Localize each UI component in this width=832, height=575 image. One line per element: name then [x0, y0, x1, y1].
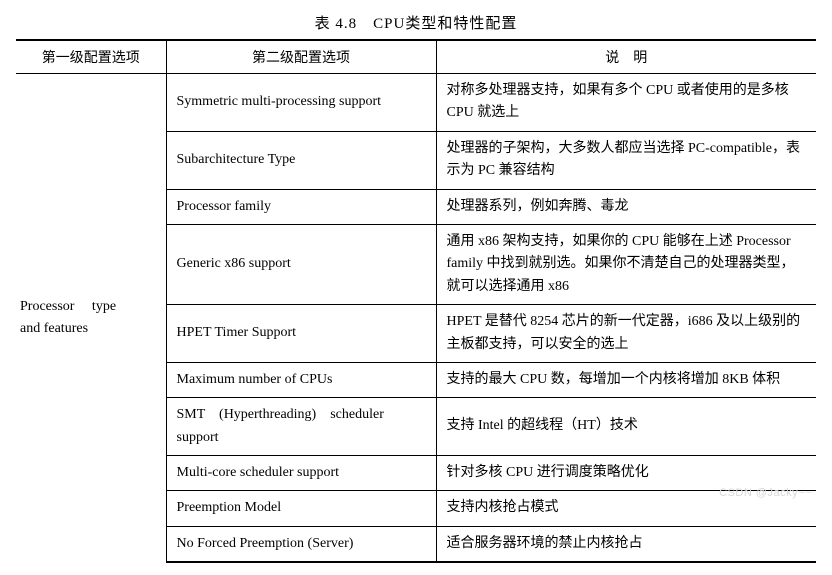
group-cell: Processor type and features — [16, 74, 166, 563]
header-col1: 第一级配置选项 — [16, 40, 166, 74]
config-table: 第一级配置选项 第二级配置选项 说 明 Processor type and f… — [16, 39, 816, 563]
cell-c3: 支持的最大 CPU 数，每增加一个内核将增加 8KB 体积 — [436, 362, 816, 397]
cell-c2: Multi-core scheduler support — [166, 456, 436, 491]
cell-c2: Subarchitecture Type — [166, 131, 436, 189]
cell-c3: 处理器的子架构，大多数人都应当选择 PC-compatible，表示为 PC 兼… — [436, 131, 816, 189]
group-label-line1: Processor type — [20, 296, 162, 318]
cell-c3: 适合服务器环境的禁止内核抢占 — [436, 526, 816, 562]
cell-c2: Generic x86 support — [166, 224, 436, 304]
header-col3: 说 明 — [436, 40, 816, 74]
cell-c2: Processor family — [166, 189, 436, 224]
watermark: CSDN @Jacky~~ — [719, 487, 812, 499]
header-row: 第一级配置选项 第二级配置选项 说 明 — [16, 40, 816, 74]
cell-c3: 处理器系列，例如奔腾、毒龙 — [436, 189, 816, 224]
cell-c2: No Forced Preemption (Server) — [166, 526, 436, 562]
header-col3-suffix: 明 — [633, 51, 647, 66]
cell-c2: Symmetric multi-processing support — [166, 74, 436, 132]
cell-c3: 对称多处理器支持，如果有多个 CPU 或者使用的是多核 CPU 就选上 — [436, 74, 816, 132]
header-col3-prefix: 说 — [605, 51, 619, 66]
cell-c2: HPET Timer Support — [166, 305, 436, 363]
cell-c3: 通用 x86 架构支持，如果你的 CPU 能够在上述 Processor fam… — [436, 224, 816, 304]
cell-c2: SMT (Hyperthreading) scheduler support — [166, 398, 436, 456]
table-row: Processor type and features Symmetric mu… — [16, 74, 816, 132]
header-col2: 第二级配置选项 — [166, 40, 436, 74]
cell-c2: Preemption Model — [166, 491, 436, 526]
cell-c3: 针对多核 CPU 进行调度策略优化 — [436, 456, 816, 491]
group-label-line2: and features — [20, 318, 162, 340]
cell-c3: 支持 Intel 的超线程（HT）技术 — [436, 398, 816, 456]
cell-c3: HPET 是替代 8254 芯片的新一代定器，i686 及以上级别的主板都支持，… — [436, 305, 816, 363]
table-caption: 表 4.8 CPU类型和特性配置 — [16, 12, 816, 33]
cell-c2: Maximum number of CPUs — [166, 362, 436, 397]
